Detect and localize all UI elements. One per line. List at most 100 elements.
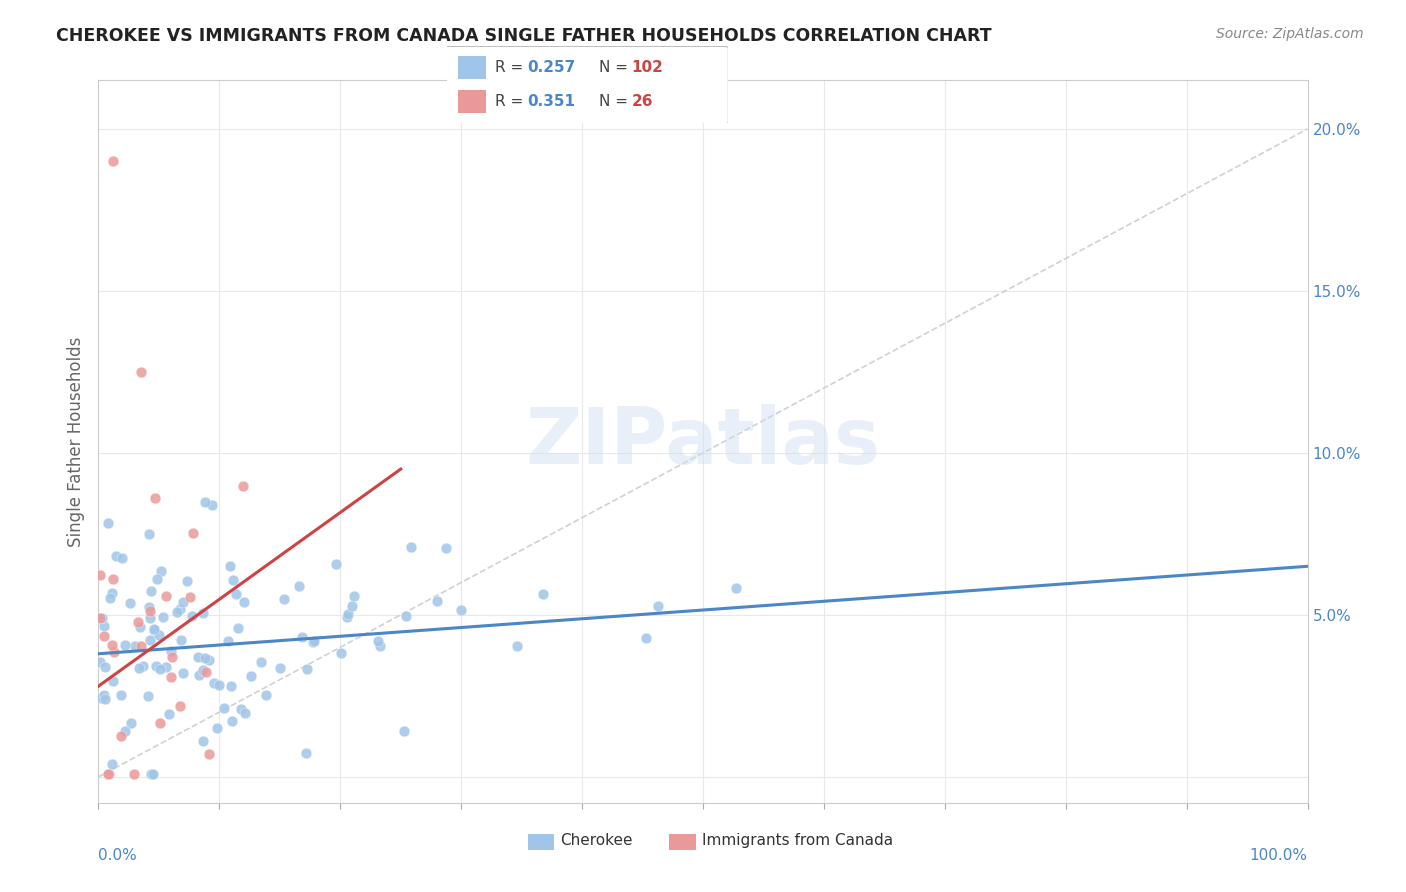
Point (104, 549, 127, 563)
Point (337, 607, 360, 621)
Point (506, 639, 529, 653)
Point (159, 644, 181, 658)
Point (239, 669, 262, 683)
Point (531, 587, 554, 601)
Point (93, 629, 115, 643)
Point (212, 700, 235, 714)
Point (198, 652, 221, 666)
Point (226, 621, 249, 635)
Point (232, 479, 254, 493)
Point (157, 707, 180, 722)
Point (143, 491, 166, 506)
Text: 0.351: 0.351 (527, 95, 575, 109)
Point (205, 721, 228, 735)
Point (149, 662, 172, 676)
Point (169, 602, 191, 616)
Point (131, 658, 153, 673)
Point (122, 766, 145, 780)
Point (172, 595, 194, 609)
Point (194, 651, 217, 665)
Point (148, 628, 170, 642)
Point (197, 747, 219, 762)
Point (221, 714, 243, 728)
Point (231, 702, 253, 716)
Point (94, 659, 117, 673)
Point (201, 499, 224, 513)
Point (101, 757, 124, 772)
Point (103, 645, 125, 659)
Point (97, 766, 120, 780)
Point (97, 766, 120, 780)
Point (233, 595, 256, 609)
Point (191, 663, 214, 677)
Point (138, 527, 160, 541)
FancyBboxPatch shape (444, 46, 728, 124)
Point (301, 635, 323, 649)
Point (219, 558, 242, 573)
Point (101, 572, 124, 586)
Point (110, 688, 132, 702)
Point (129, 365, 152, 379)
Text: R =: R = (495, 95, 529, 109)
Point (222, 573, 245, 587)
Point (143, 622, 166, 636)
Bar (669, 834, 696, 850)
Point (194, 495, 217, 509)
Point (288, 579, 311, 593)
Bar (458, 56, 486, 79)
Point (145, 572, 167, 586)
Point (330, 647, 353, 661)
Point (342, 599, 364, 613)
Text: 100.0%: 100.0% (1250, 848, 1308, 863)
Text: Source: ZipAtlas.com: Source: ZipAtlas.com (1216, 27, 1364, 41)
Point (90, 690, 112, 705)
Point (434, 541, 457, 555)
Point (194, 665, 217, 680)
Point (325, 558, 347, 572)
Point (343, 589, 366, 603)
Point (93, 619, 115, 633)
Text: 0.0%: 0.0% (98, 848, 138, 863)
Point (172, 666, 194, 681)
Point (426, 593, 449, 607)
Point (250, 656, 273, 670)
Point (128, 661, 150, 675)
Point (291, 630, 314, 644)
Point (120, 596, 142, 610)
Bar (527, 834, 554, 850)
Point (138, 689, 160, 703)
Point (97, 516, 120, 531)
Point (100, 639, 122, 653)
Point (179, 591, 201, 605)
Point (302, 634, 325, 648)
Point (114, 638, 136, 652)
Point (141, 766, 163, 780)
Point (724, 581, 747, 595)
Point (647, 599, 669, 614)
Point (139, 584, 162, 599)
Point (181, 525, 204, 540)
Point (191, 733, 214, 747)
Point (297, 662, 319, 676)
Point (114, 724, 136, 739)
Point (450, 603, 472, 617)
Point (254, 689, 277, 703)
Text: N =: N = (599, 61, 633, 75)
Point (152, 610, 174, 624)
Point (142, 766, 165, 780)
Point (273, 592, 295, 607)
Point (139, 633, 162, 648)
Point (124, 639, 146, 653)
Point (150, 564, 173, 578)
Point (181, 608, 204, 623)
Point (101, 673, 124, 688)
Point (269, 661, 291, 675)
Point (392, 724, 415, 739)
Point (138, 599, 160, 614)
Point (139, 611, 162, 625)
Point (295, 746, 318, 760)
Point (336, 610, 359, 624)
Point (370, 640, 392, 654)
Point (219, 679, 242, 693)
Text: 0.257: 0.257 (527, 61, 575, 75)
